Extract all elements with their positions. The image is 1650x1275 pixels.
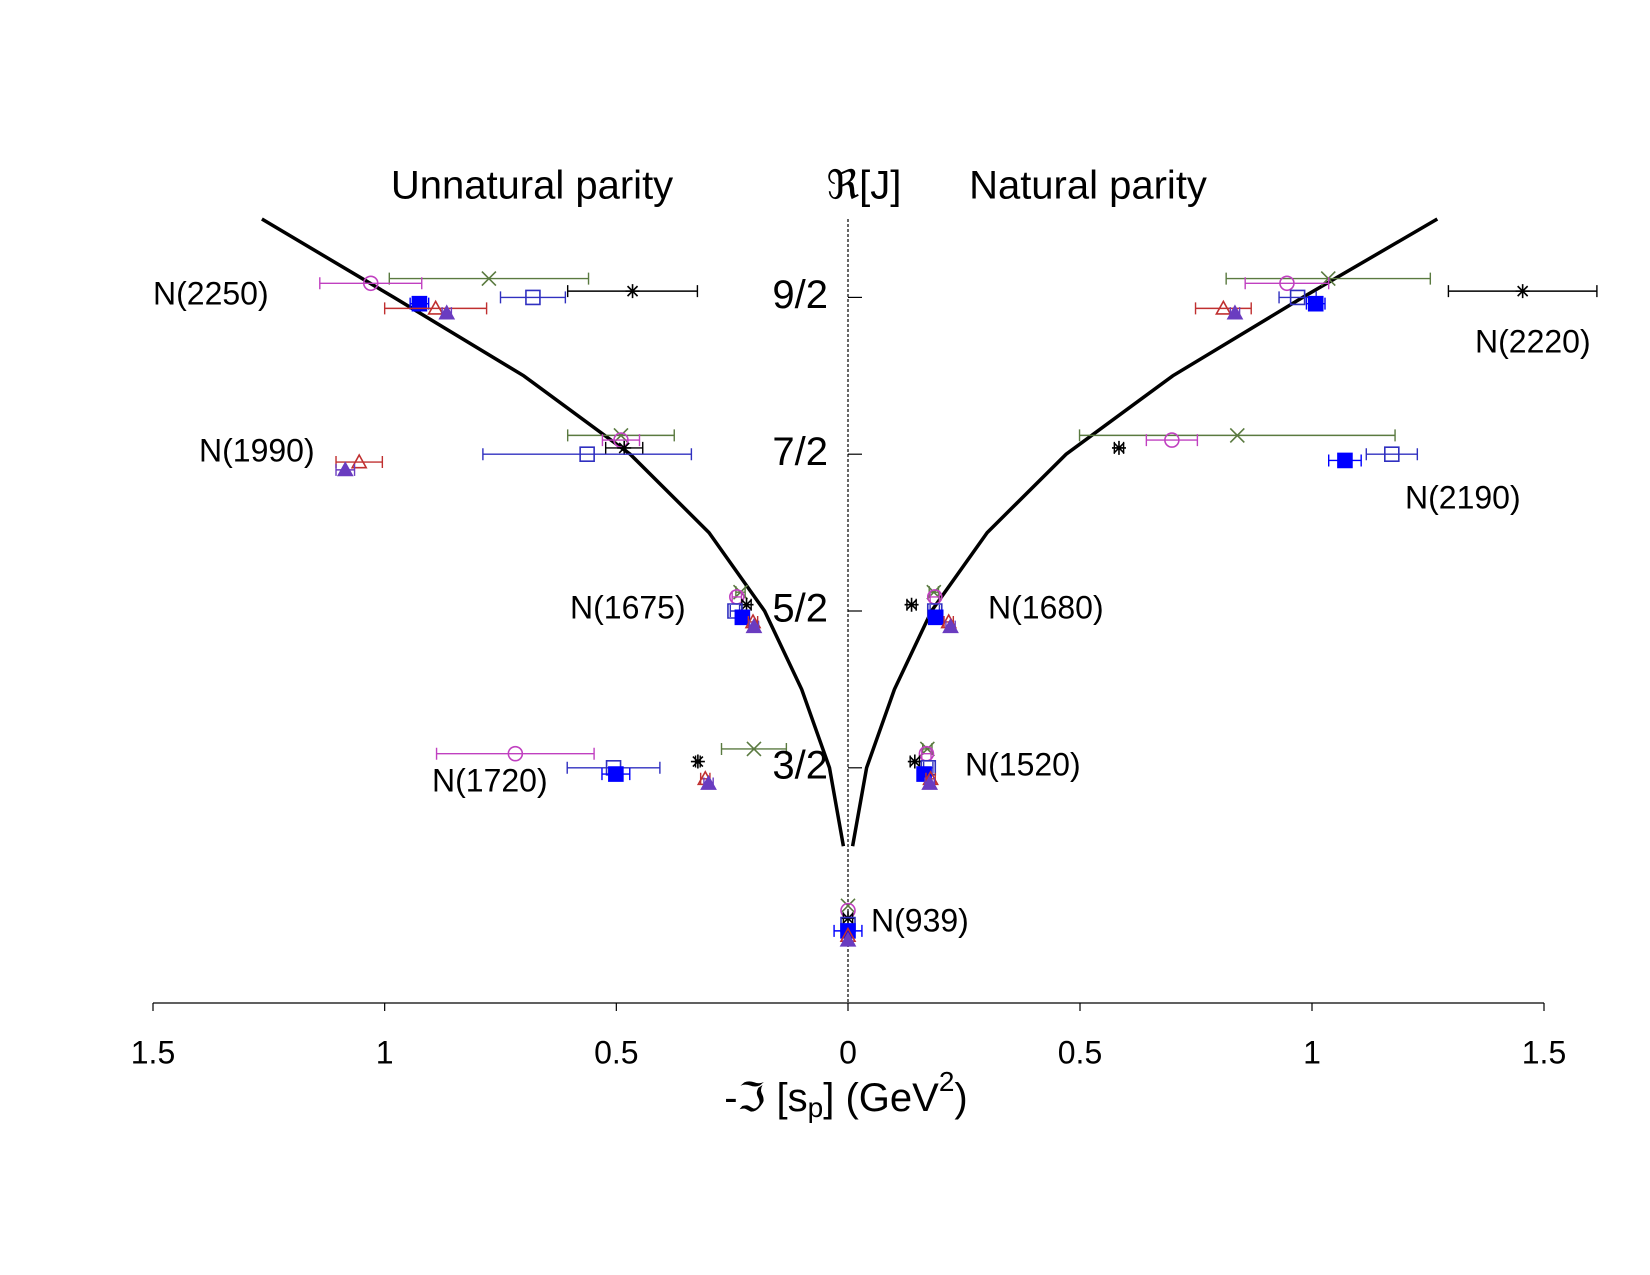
resonance-label: N(1520) (965, 746, 1081, 782)
resonance-label: N(1680) (988, 589, 1104, 625)
marker (579, 446, 595, 462)
fit-curve (850, 217, 1439, 847)
error-bar (383, 302, 488, 315)
x-tick-label: 0.5 (594, 1034, 638, 1070)
marker (411, 295, 428, 312)
y-tick-label: 9/2 (772, 273, 828, 317)
resonance-label: N(2250) (153, 275, 269, 311)
marker (613, 432, 629, 448)
error-bar (435, 747, 595, 760)
error-bar (601, 434, 641, 447)
fit-curve (261, 217, 846, 847)
resonance-label: N(1720) (432, 762, 548, 798)
marker (1164, 432, 1180, 448)
marker (525, 289, 541, 306)
right-title: Natural parity (969, 164, 1207, 208)
resonance-label: N(2190) (1405, 479, 1521, 515)
marker (927, 609, 944, 626)
marker (608, 766, 624, 782)
marker (700, 774, 717, 790)
error-bar (921, 747, 932, 760)
marker (926, 589, 943, 605)
x-tick-label: 1.5 (1522, 1034, 1566, 1070)
resonance-label: N(2220) (1475, 323, 1591, 359)
resonance-label: N(1990) (199, 432, 315, 468)
marker (350, 453, 368, 469)
y-axis-label: ℜ[J] (827, 164, 902, 208)
marker (739, 597, 754, 612)
x-label-sup: 2 (939, 1066, 955, 1097)
x-label-sub: p (808, 1092, 824, 1123)
y-tick-label: 7/2 (772, 430, 828, 474)
error-bar (1145, 434, 1199, 447)
marker (427, 299, 444, 315)
marker (1289, 289, 1306, 306)
y-tick-label: 3/2 (772, 743, 828, 787)
x-tick-label: 0 (839, 1034, 857, 1070)
x-tick-label: 0.5 (1058, 1034, 1102, 1070)
marker (1226, 304, 1244, 320)
x-tick-label: 1 (1303, 1034, 1321, 1070)
marker (507, 745, 524, 762)
marker (839, 931, 857, 947)
marker (942, 618, 959, 634)
marker (1215, 299, 1232, 315)
marker (1279, 275, 1295, 292)
error-bar (1194, 302, 1252, 315)
error-bar (929, 590, 941, 603)
marker (617, 440, 632, 455)
marker (734, 609, 751, 626)
left-title: Unnatural parity (391, 164, 673, 208)
marker (745, 618, 763, 634)
marker (336, 461, 354, 477)
marker (746, 741, 762, 757)
error-bar (319, 277, 423, 290)
marker (625, 284, 640, 299)
x-tick-label: 1 (376, 1034, 394, 1070)
marker (1515, 284, 1530, 299)
marker (904, 597, 919, 612)
marker (921, 774, 939, 790)
marker (918, 745, 935, 762)
error-bar (1365, 448, 1419, 461)
marker (438, 304, 456, 320)
marker (481, 271, 497, 287)
error-bar (482, 448, 693, 461)
x-label-part: ) (954, 1076, 967, 1120)
marker (1111, 440, 1126, 455)
x-label-part: -ℑ [s (724, 1076, 807, 1120)
error-bar (499, 291, 567, 304)
marker (728, 589, 745, 605)
resonance-label: N(939) (871, 902, 969, 938)
marker (840, 898, 856, 914)
y-tick-label: 5/2 (772, 587, 828, 631)
resonance-label: N(1675) (570, 589, 686, 625)
error-bar (1244, 277, 1330, 290)
marker (690, 754, 705, 769)
marker (1337, 452, 1353, 469)
marker (1229, 427, 1245, 443)
x-label-part: ] (GeV (823, 1076, 939, 1120)
x-tick-label: 1.5 (131, 1034, 175, 1070)
marker (907, 754, 922, 769)
marker (1307, 295, 1324, 312)
marker (362, 275, 379, 292)
x-axis-label: -ℑ [sp] (GeV2) (724, 1066, 968, 1123)
marker (1384, 446, 1400, 462)
